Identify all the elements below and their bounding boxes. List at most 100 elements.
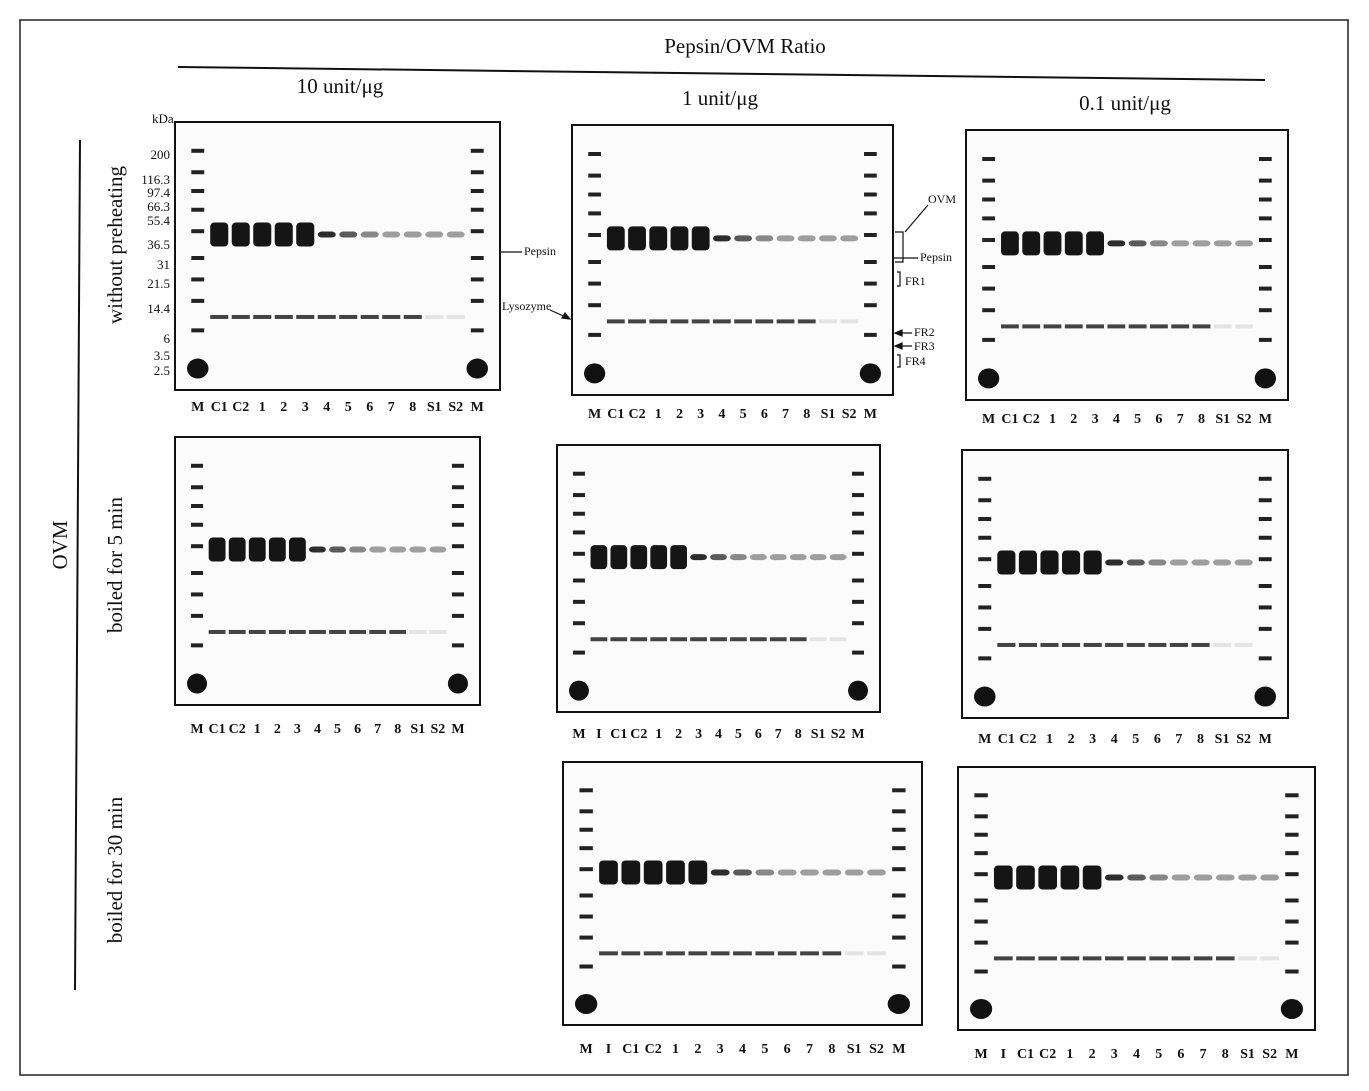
- lane-label: 1: [655, 727, 662, 742]
- marker-band: [452, 485, 464, 489]
- lane-label: S2: [869, 1042, 884, 1057]
- pepsin-band: [210, 223, 228, 247]
- marker-band: [1285, 899, 1298, 903]
- lysozyme-band: [389, 630, 406, 634]
- lane-label: 5: [735, 727, 742, 742]
- marker-band: [982, 179, 995, 183]
- lysozyme-band: [209, 630, 226, 634]
- pepsin-band: [621, 860, 640, 884]
- column-label: 1 unit/μg: [682, 86, 759, 110]
- marker-dye: [860, 363, 881, 383]
- marker-band: [452, 614, 464, 618]
- lysozyme-band: [1107, 324, 1125, 328]
- lysozyme-band: [822, 951, 841, 955]
- lane-label: 2: [676, 407, 683, 422]
- lysozyme-band: [670, 637, 687, 641]
- pepsin-band: [822, 869, 841, 875]
- pepsin-band: [339, 232, 357, 238]
- pepsin-band: [1213, 560, 1231, 566]
- pepsin-band: [1235, 560, 1253, 566]
- pepsin-band: [1107, 240, 1125, 246]
- marker-band: [1259, 605, 1272, 609]
- lysozyme-band: [1086, 324, 1104, 328]
- marker-dye: [584, 363, 605, 383]
- marker-band: [852, 530, 864, 534]
- marker-band: [892, 894, 905, 898]
- lane-label: 7: [374, 722, 381, 737]
- lysozyme-band: [249, 630, 266, 634]
- pepsin-band: [1216, 874, 1235, 880]
- pepsin-band: [209, 538, 226, 562]
- lysozyme-band: [309, 630, 326, 634]
- pepsin-band: [447, 232, 465, 238]
- lysozyme-band: [382, 315, 400, 319]
- pepsin-band: [692, 226, 710, 250]
- lane-label: C2: [229, 722, 246, 737]
- marker-band: [573, 579, 585, 583]
- marker-band: [579, 846, 592, 850]
- marker-band: [452, 571, 464, 575]
- lane-label: 5: [1155, 1047, 1162, 1062]
- pepsin-band: [1001, 231, 1019, 255]
- lysozyme-band: [1040, 643, 1058, 647]
- lysozyme-band: [1129, 324, 1147, 328]
- lane-label: 5: [1134, 412, 1141, 427]
- marker-band: [982, 238, 995, 242]
- lane-label: 1: [1046, 732, 1053, 747]
- pepsin-band: [1127, 560, 1145, 566]
- lysozyme-band: [591, 637, 608, 641]
- marker-band: [1259, 536, 1272, 540]
- pepsin-band: [734, 235, 752, 241]
- annotation: Lysozyme: [502, 299, 551, 313]
- kda-label: 14.4: [147, 301, 170, 316]
- marker-band: [191, 277, 204, 281]
- marker-band: [191, 643, 203, 647]
- lane-label: M: [978, 732, 991, 747]
- marker-band: [191, 504, 203, 508]
- lane-label: S2: [831, 727, 846, 742]
- marker-band: [452, 523, 464, 527]
- pepsin-band: [349, 547, 366, 553]
- lane-label: 7: [388, 400, 395, 415]
- pepsin-band: [1171, 240, 1189, 246]
- row-label: boiled for 30 min: [103, 796, 127, 943]
- marker-band: [579, 965, 592, 969]
- marker-dye: [848, 681, 868, 701]
- lane-label: 2: [1068, 732, 1075, 747]
- lane-label: 1: [672, 1042, 679, 1057]
- pepsin-band: [840, 235, 858, 241]
- kda-label: 3.5: [154, 348, 170, 363]
- lane-label: C1: [209, 722, 226, 737]
- marker-band: [1259, 656, 1272, 660]
- pepsin-band: [688, 860, 707, 884]
- lysozyme-band: [810, 637, 827, 641]
- pepsin-band: [1150, 240, 1168, 246]
- pepsin-band: [1065, 231, 1083, 255]
- pepsin-band: [1235, 240, 1253, 246]
- marker-band: [471, 208, 484, 212]
- marker-band: [579, 809, 592, 813]
- pepsin-band: [750, 554, 767, 560]
- marker-band: [471, 229, 484, 233]
- lane-label: S1: [427, 400, 442, 415]
- marker-band: [852, 651, 864, 655]
- lane-label: M: [851, 727, 864, 742]
- kda-label: 200: [151, 147, 171, 162]
- pepsin-band: [777, 235, 795, 241]
- marker-band: [588, 303, 601, 307]
- marker-band: [1285, 793, 1298, 797]
- column-label: 0.1 unit/μg: [1079, 91, 1171, 115]
- lysozyme-band: [1260, 956, 1279, 960]
- pepsin-band: [389, 547, 406, 553]
- lysozyme-band: [845, 951, 864, 955]
- lane-label: 1: [1049, 412, 1056, 427]
- marker-band: [573, 512, 585, 516]
- lysozyme-band: [630, 637, 647, 641]
- marker-band: [573, 530, 585, 534]
- lysozyme-band: [819, 319, 837, 323]
- gel: [175, 437, 480, 705]
- lysozyme-band: [1127, 956, 1146, 960]
- marker-band: [471, 189, 484, 193]
- lane-label: 4: [314, 722, 321, 737]
- lysozyme-band: [1238, 956, 1257, 960]
